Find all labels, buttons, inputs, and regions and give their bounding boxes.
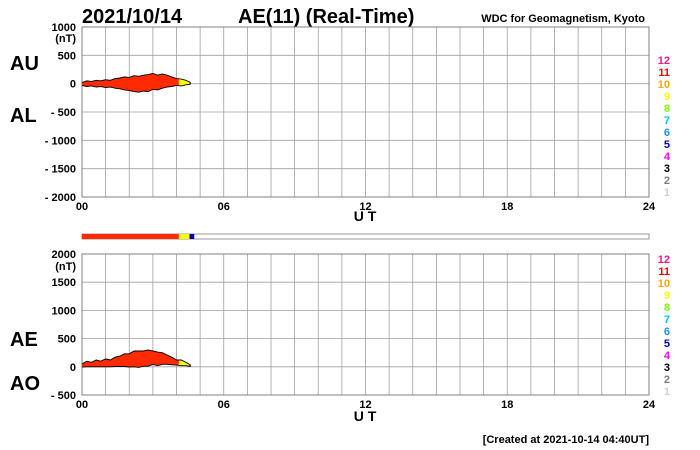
station-count-5: 5 (664, 139, 670, 151)
x-tick-label: 24 (643, 201, 656, 213)
plot-frame (81, 26, 650, 198)
plot-frame (81, 253, 650, 396)
x-tick-label: 06 (218, 399, 230, 411)
y-tick-label: - 500 (51, 390, 76, 402)
coverage-segment (178, 234, 190, 239)
station-count-6: 6 (664, 127, 670, 139)
station-count-11: 11 (658, 67, 670, 79)
series-line-ae (81, 349, 191, 366)
y-tick-label: 2000 (52, 249, 76, 261)
bottom-x-axis-title: U T (354, 408, 377, 424)
x-tick-label: 00 (76, 399, 88, 411)
top-x-axis-title: U T (354, 208, 377, 224)
ao-label: AO (10, 373, 40, 395)
station-count-10: 10 (658, 278, 670, 290)
ae-ao-panel: - 500 0 500 1000 1500 2000 00 06 12 18 24 (51, 249, 656, 411)
y-tick-label: - 500 (51, 107, 76, 119)
station-count-5: 5 (664, 338, 670, 350)
station-count-10: 10 (658, 79, 670, 91)
source-label: WDC for Geomagnetism, Kyoto (481, 13, 645, 25)
bottom-unit-label: (nT) (55, 261, 76, 273)
station-count-3: 3 (664, 362, 670, 374)
area-fill-segment (189, 73, 191, 93)
y-tick-label: - 1000 (45, 135, 76, 147)
station-count-6: 6 (664, 326, 670, 338)
y-tick-label: 0 (70, 79, 76, 91)
station-count-8: 8 (664, 302, 670, 314)
station-count-11: 11 (658, 266, 670, 278)
x-tick-label: 18 (501, 201, 513, 213)
y-tick-label: 1000 (52, 22, 76, 34)
station-count-4: 4 (664, 151, 671, 163)
station-count-2: 2 (664, 374, 670, 386)
au-label: AU (10, 53, 39, 75)
station-count-9: 9 (664, 91, 670, 103)
series-line-ao (81, 363, 191, 368)
au-al-panel: - 2000 - 1500 - 1000 - 500 0 500 1000 00 06 12 18 2… (45, 22, 656, 213)
station-count-7: 7 (664, 314, 670, 326)
y-tick-label: 1500 (52, 277, 76, 289)
area-fill-segment (189, 349, 191, 368)
ae-label: AE (10, 329, 38, 351)
station-count-4: 4 (664, 350, 671, 362)
y-tick-label: - 2000 (45, 192, 76, 204)
station-count-3: 3 (664, 163, 670, 175)
y-tick-label: 1000 (52, 305, 76, 317)
x-tick-label: 18 (501, 399, 513, 411)
created-timestamp: [Created at 2021-10-14 04:40UT] (483, 434, 650, 446)
date-title: 2021/10/14 (82, 6, 183, 28)
station-count-9: 9 (664, 290, 670, 302)
station-count-1: 1 (664, 187, 670, 199)
coverage-segment (189, 234, 195, 239)
station-count-7: 7 (664, 115, 670, 127)
station-count-12: 12 (658, 55, 670, 67)
x-tick-label: 12 (359, 201, 371, 213)
station-count-8: 8 (664, 103, 670, 115)
area-fill-segment (82, 349, 179, 368)
coverage-segment (82, 234, 179, 239)
x-tick-label: 24 (643, 399, 656, 411)
area-fill-segment (178, 73, 190, 93)
station-count-1: 1 (664, 386, 670, 398)
top-unit-label: (nT) (55, 33, 76, 45)
station-count-12: 12 (658, 254, 670, 266)
series-line-al (81, 83, 191, 93)
y-tick-label: 500 (58, 50, 76, 62)
station-coverage-bar (81, 233, 650, 240)
al-label: AL (10, 105, 37, 127)
y-tick-label: 0 (70, 362, 76, 374)
x-tick-label: 00 (76, 201, 88, 213)
area-fill-segment (178, 349, 190, 368)
y-tick-label: - 1500 (45, 164, 76, 176)
x-tick-label: 12 (359, 399, 371, 411)
index-title: AE(11) (Real-Time) (238, 6, 414, 28)
series-line-au (81, 73, 191, 83)
y-tick-label: 500 (58, 334, 76, 346)
x-tick-label: 06 (218, 201, 230, 213)
station-count-2: 2 (664, 175, 670, 187)
